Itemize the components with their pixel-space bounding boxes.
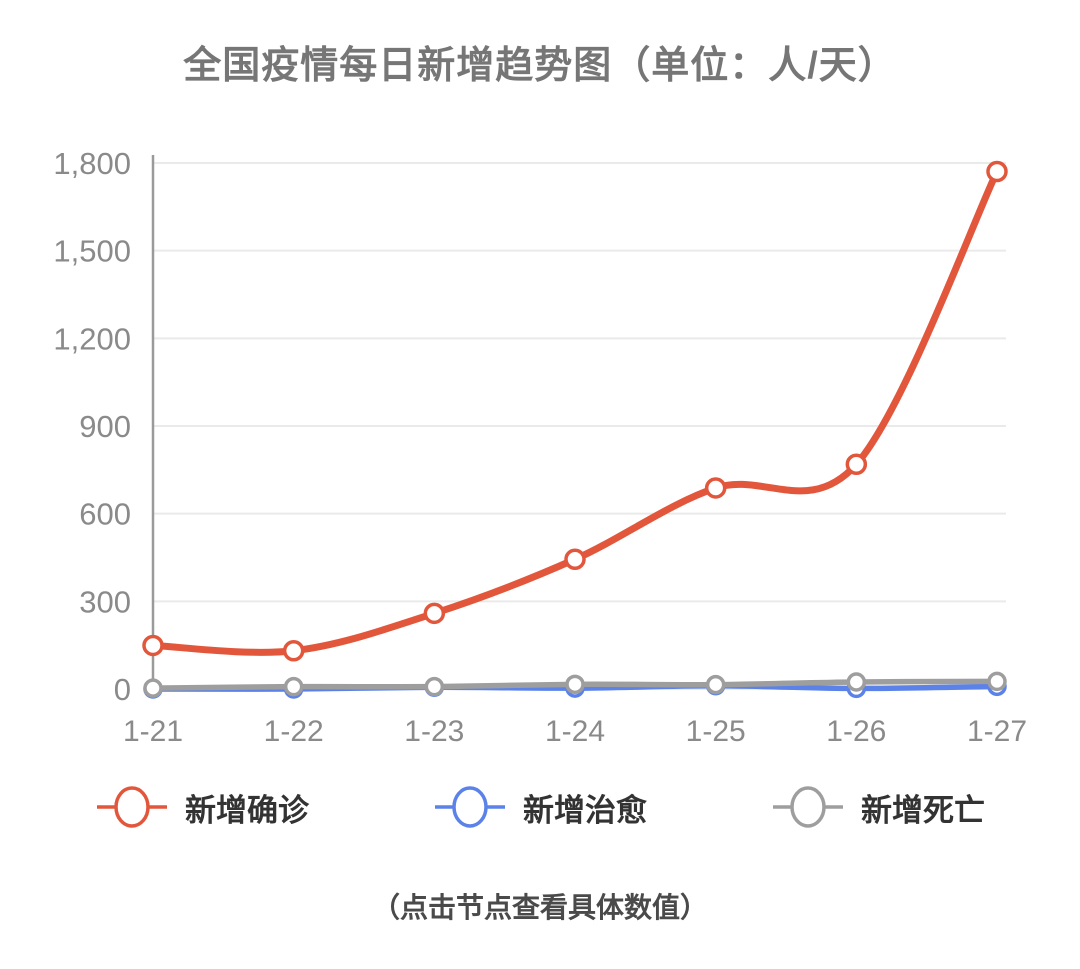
data-point-new-confirmed[interactable] (282, 639, 305, 662)
x-tick-label: 1-23 (404, 715, 464, 748)
data-point-new-confirmed[interactable] (704, 477, 727, 499)
y-tick-label: 300 (79, 584, 131, 619)
data-point-new-deaths[interactable] (143, 678, 163, 698)
x-tick-label: 1-21 (123, 715, 183, 748)
x-tick-label: 1-24 (545, 715, 605, 748)
y-tick-label: 900 (79, 409, 131, 444)
legend-line-marker-icon (773, 786, 843, 828)
y-tick-label: 1,500 (53, 234, 131, 269)
x-tick-label: 1-25 (686, 715, 746, 748)
data-point-new-deaths[interactable] (846, 672, 867, 692)
legend-item-new-deaths[interactable]: 新增死亡 (771, 784, 985, 830)
chart-title: 全国疫情每日新增趋势图（单位：人/天） (183, 45, 897, 87)
legend-label-new-confirmed: 新增确诊 (185, 792, 309, 828)
line-chart-plot[interactable]: 0 300 600 900 1,200 1,500 1,800 1-21 1-22 1-23 1-2… (0, 0, 1080, 762)
x-tick-label: 1-26 (826, 715, 886, 748)
legend-line-marker-icon (435, 786, 505, 828)
data-point-new-confirmed[interactable] (423, 602, 446, 625)
data-point-new-confirmed[interactable] (564, 548, 586, 571)
x-tick-label: 1-22 (264, 715, 324, 748)
data-point-new-confirmed[interactable] (845, 453, 868, 476)
legend-label-new-cured: 新增治愈 (523, 792, 647, 828)
data-point-new-confirmed[interactable] (142, 634, 164, 657)
data-point-new-deaths[interactable] (424, 676, 445, 697)
legend-label-new-deaths: 新增死亡 (861, 792, 985, 828)
chart-legend: 新增确诊 新增治愈 新增死亡 (0, 784, 1080, 830)
series-line-new-confirmed (149, 167, 1001, 656)
y-tick-label: 0 (114, 672, 131, 707)
y-tick-label: 1,200 (53, 321, 131, 356)
data-point-new-deaths[interactable] (283, 676, 304, 697)
y-tick-label: 600 (79, 497, 131, 532)
legend-item-new-cured[interactable]: 新增治愈 (433, 784, 647, 830)
chart-footnote: （点击节点查看具体数值） (371, 892, 708, 923)
data-point-new-deaths[interactable] (987, 671, 1007, 692)
data-point-new-confirmed[interactable] (986, 160, 1008, 183)
y-tick-label: 1,800 (53, 146, 131, 181)
data-point-new-deaths[interactable] (565, 674, 585, 695)
legend-line-marker-icon (97, 786, 167, 828)
data-point-new-deaths[interactable] (705, 674, 726, 695)
x-tick-label: 1-27 (967, 715, 1027, 748)
legend-item-new-confirmed[interactable]: 新增确诊 (95, 784, 309, 830)
